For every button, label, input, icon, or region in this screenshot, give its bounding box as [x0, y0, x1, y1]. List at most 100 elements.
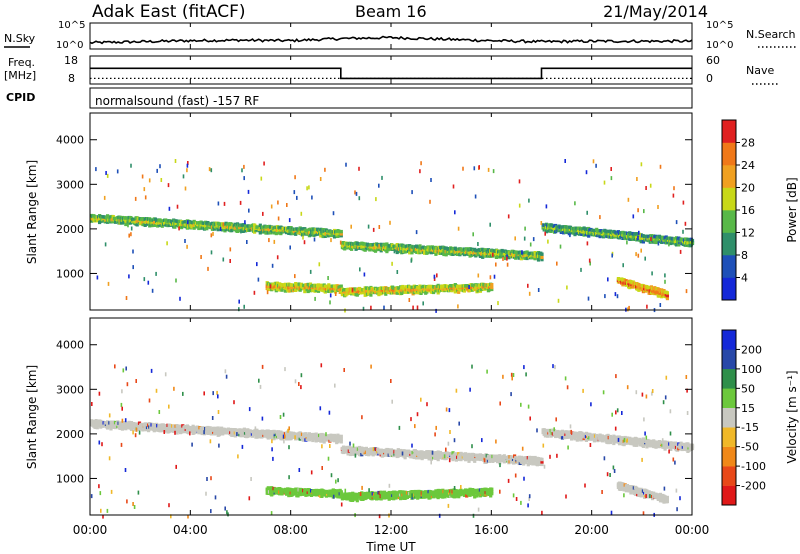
heatmap-cell	[403, 455, 407, 460]
heatmap-cell	[384, 292, 388, 296]
heatmap-cell	[270, 204, 273, 209]
heatmap-cell	[609, 235, 614, 239]
heatmap-cell	[303, 240, 306, 245]
colorbar-segment	[722, 165, 736, 188]
heatmap-cell	[159, 164, 161, 169]
heatmap-cell	[506, 256, 508, 261]
colorbar-tick-label: 4	[741, 272, 748, 285]
heatmap-cell	[573, 437, 577, 441]
heatmap-cell	[104, 216, 108, 220]
heatmap-cell	[370, 305, 372, 310]
heatmap-cell	[565, 494, 567, 499]
heatmap-cell	[543, 434, 547, 438]
heatmap-cell	[96, 218, 100, 223]
heatmap-cell	[606, 433, 610, 438]
heatmap-cell	[665, 293, 669, 298]
heatmap-cell	[650, 237, 652, 241]
nave-tick-bottom: 0	[706, 72, 713, 85]
heatmap-cell	[329, 293, 332, 298]
heatmap-cell	[523, 236, 526, 241]
heatmap-cell	[668, 242, 670, 247]
heatmap-cell	[460, 485, 462, 489]
heatmap-cell	[272, 436, 276, 441]
heatmap-cell	[269, 231, 273, 235]
heatmap-cell	[580, 267, 582, 272]
heatmap-cell	[205, 226, 209, 231]
heatmap-cell	[354, 247, 358, 251]
heatmap-cell	[408, 298, 411, 302]
heatmap-cell	[625, 436, 630, 440]
heatmap-cell	[434, 432, 436, 437]
heatmap-cell	[573, 232, 577, 237]
heatmap-cell	[129, 427, 134, 431]
colorbar-tick-label: 16	[741, 204, 755, 217]
heatmap-cell	[651, 496, 655, 501]
heatmap-cell	[506, 262, 509, 267]
cpid-text: normalsound (fast) -157 RF	[95, 94, 259, 108]
heatmap-cell	[425, 290, 429, 294]
heatmap-cell	[95, 425, 99, 430]
heatmap-cell	[478, 165, 480, 170]
heatmap-cell	[684, 221, 687, 226]
heatmap-cell	[246, 240, 248, 244]
heatmap-cell	[278, 288, 282, 292]
heatmap-cell	[310, 229, 314, 233]
y-tick-label: 3000	[56, 178, 84, 191]
heatmap-cell	[564, 159, 566, 163]
heatmap-cell	[545, 204, 548, 209]
heatmap-cell	[481, 247, 485, 252]
heatmap-cell	[614, 292, 617, 297]
heatmap-cell	[672, 193, 675, 198]
freq-tick-bottom: 8	[68, 72, 75, 85]
heatmap-cell	[186, 168, 188, 173]
heatmap-cell	[175, 424, 179, 428]
heatmap-cell	[639, 239, 643, 244]
heatmap-cell	[586, 437, 590, 441]
heatmap-cell	[669, 447, 673, 451]
heatmap-cell	[275, 287, 279, 291]
heatmap-cell	[580, 232, 584, 236]
heatmap-cell	[147, 280, 150, 285]
heatmap-cell	[215, 431, 219, 435]
heatmap-cell	[118, 426, 122, 430]
heatmap-cell	[132, 265, 134, 270]
heatmap-cell	[106, 508, 109, 513]
heatmap-cell	[644, 256, 646, 261]
heatmap-cell	[636, 177, 638, 181]
heatmap-cell	[457, 304, 459, 309]
heatmap-cell	[628, 305, 630, 310]
heatmap-cell	[125, 222, 129, 226]
heatmap-cell	[371, 453, 375, 457]
heatmap-cell	[307, 432, 311, 436]
heatmap-cell	[429, 199, 431, 204]
heatmap-cell	[457, 226, 460, 231]
heatmap-cell	[490, 487, 494, 491]
heatmap-cell	[433, 277, 436, 281]
heatmap-cell	[306, 186, 308, 191]
heatmap-cell	[468, 285, 470, 289]
heatmap-cell	[663, 486, 666, 491]
heatmap-cell	[187, 161, 189, 165]
heatmap-cell	[646, 304, 648, 309]
heatmap-cell	[271, 439, 273, 444]
noise-left-label: N.Sky	[4, 32, 36, 45]
heatmap-cell	[474, 194, 477, 199]
heatmap-cell	[489, 275, 492, 280]
heatmap-cell	[540, 252, 544, 256]
heatmap-cell	[324, 167, 326, 172]
heatmap-cell	[273, 287, 277, 291]
colorbar-tick-label: 24	[741, 159, 755, 172]
heatmap-cell	[116, 169, 119, 174]
heatmap-cell	[419, 291, 423, 295]
heatmap-cell	[247, 189, 250, 194]
heatmap-cell	[659, 303, 662, 307]
heatmap-cell	[673, 186, 675, 191]
heatmap-cell	[685, 289, 688, 294]
heatmap-cell	[457, 494, 461, 499]
heatmap-cell	[369, 293, 373, 297]
heatmap-cell	[506, 254, 508, 259]
heatmap-cell	[107, 281, 110, 286]
heatmap-cell	[257, 277, 260, 282]
heatmap-cell	[339, 232, 343, 236]
